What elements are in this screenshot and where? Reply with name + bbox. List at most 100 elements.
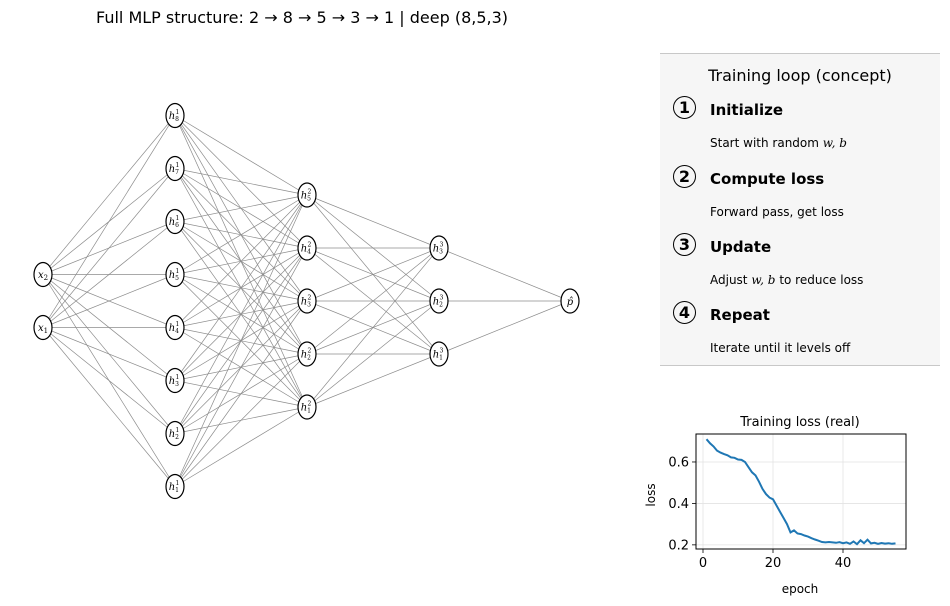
- network-node: x1: [33, 314, 53, 341]
- network-node: h52: [297, 182, 317, 208]
- network-node: h21: [165, 420, 185, 447]
- x-axis-label: epoch: [782, 582, 819, 596]
- node-circle: [165, 208, 185, 235]
- connection-edge: [306, 247, 440, 302]
- node-circle: [429, 341, 449, 367]
- y-tick-label: 0.2: [668, 538, 689, 553]
- node-circle: [297, 394, 317, 420]
- chart-grid: [696, 434, 906, 549]
- node-label: h81: [169, 109, 180, 123]
- step-description: Forward pass, get loss: [710, 205, 844, 219]
- connection-edge: [42, 327, 176, 434]
- connection-edge: [306, 247, 440, 355]
- connection-edge: [42, 115, 176, 328]
- node-circle: [165, 261, 185, 288]
- connection-edge: [42, 327, 176, 487]
- connection-edge: [174, 168, 308, 196]
- network-node: h61: [165, 208, 185, 235]
- node-label: h12: [301, 401, 312, 415]
- connection-edge: [174, 115, 308, 196]
- step-number-badge: 2: [673, 165, 696, 188]
- connection-edge: [174, 300, 308, 487]
- step-number-badge: 3: [673, 233, 696, 256]
- node-circle: [165, 314, 185, 341]
- node-label: x1: [38, 323, 48, 335]
- connection-edge: [174, 353, 308, 487]
- node-label: h21: [169, 427, 180, 441]
- step-description: Start with random w, b: [710, 136, 847, 150]
- connection-edge: [42, 327, 176, 381]
- connection-edge: [174, 194, 308, 434]
- training-step: 3 Update Adjust w, b to reduce loss: [660, 233, 940, 297]
- connection-edge: [174, 247, 308, 487]
- network-node: x2: [33, 261, 53, 288]
- chart-ticks: 0 20 40 0.2 0.4 0.6: [668, 455, 851, 571]
- node-circle: [33, 314, 53, 341]
- y-axis-label: loss: [644, 483, 658, 506]
- network-nodes: x2 x1 h81 h71 h61 h51 h41 h31 h21 h11 h52 h42 h32 h22…: [33, 102, 580, 500]
- step-description: Iterate until it levels off: [710, 341, 851, 355]
- node-label: h61: [169, 215, 180, 229]
- network-node: h33: [429, 235, 449, 261]
- node-label: p̂: [567, 297, 574, 308]
- node-circle: [297, 182, 317, 208]
- x-tick-label: 20: [765, 556, 782, 571]
- x-tick-label: 0: [699, 556, 707, 571]
- network-node: h13: [429, 341, 449, 367]
- connection-edge: [174, 194, 308, 222]
- network-node: p̂: [560, 288, 580, 314]
- chart-frame: [695, 433, 907, 550]
- node-label: h42: [301, 242, 312, 256]
- network-node: h31: [165, 367, 185, 394]
- node-label: h31: [169, 374, 180, 388]
- step-title: Compute loss: [710, 170, 825, 188]
- node-circle: [165, 473, 185, 500]
- training-step: 1 Initialize Start with random w, b: [660, 96, 940, 160]
- y-tick-label: 0.6: [668, 455, 689, 470]
- network-node: h42: [297, 235, 317, 261]
- y-tick-label: 0.4: [668, 497, 689, 512]
- network-node: h23: [429, 288, 449, 314]
- network-edges: [42, 115, 571, 487]
- network-node: h81: [165, 102, 185, 129]
- panel-title: Training loop (concept): [708, 66, 892, 85]
- network-node: h11: [165, 473, 185, 500]
- connection-edge: [42, 168, 176, 328]
- connection-edge: [306, 300, 440, 408]
- step-title: Repeat: [710, 306, 770, 324]
- connection-edge: [306, 247, 440, 408]
- step-title: Initialize: [710, 101, 784, 119]
- node-label: h71: [169, 162, 180, 176]
- connection-edge: [174, 194, 308, 381]
- node-label: h51: [169, 268, 180, 282]
- connection-edge: [438, 247, 571, 302]
- node-circle: [560, 288, 580, 314]
- connection-edge: [174, 406, 308, 487]
- step-number-badge: 1: [673, 96, 696, 119]
- node-circle: [429, 288, 449, 314]
- connection-edge: [42, 221, 176, 328]
- connection-edge: [174, 194, 308, 328]
- network-node: h12: [297, 394, 317, 420]
- connection-edge: [306, 353, 440, 408]
- step-number-badge: 4: [673, 301, 696, 324]
- node-label: x2: [38, 270, 48, 282]
- node-label: h11: [169, 480, 180, 494]
- node-circle: [297, 341, 317, 367]
- node-circle: [165, 155, 185, 182]
- node-label: h22: [301, 348, 312, 362]
- network-node: h51: [165, 261, 185, 288]
- connection-edge: [306, 194, 440, 249]
- node-circle: [165, 367, 185, 394]
- node-label: h33: [433, 242, 444, 256]
- node-circle: [297, 235, 317, 261]
- node-label: h13: [433, 348, 444, 362]
- node-label: h52: [301, 189, 312, 203]
- node-label: h32: [301, 295, 312, 309]
- node-circle: [429, 235, 449, 261]
- node-circle: [165, 420, 185, 447]
- node-circle: [297, 288, 317, 314]
- loss-series-line: [705, 438, 896, 546]
- training-step: 2 Compute loss Forward pass, get loss: [660, 165, 940, 229]
- chart-title: Training loss (real): [739, 415, 859, 430]
